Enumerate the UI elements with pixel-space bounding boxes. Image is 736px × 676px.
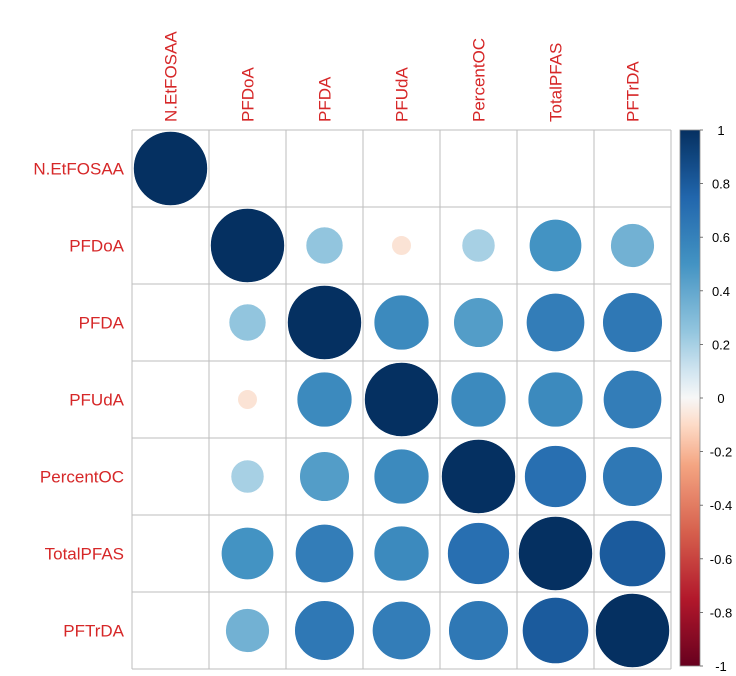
corr-circle-PFTrDA-PFUdA — [372, 601, 431, 660]
corr-circle-PFUdA-PFDA — [296, 371, 353, 428]
corr-circle-PFTrDA-PFDA — [294, 600, 355, 661]
corr-circle-PFDA-PFUdA — [373, 294, 430, 351]
legend-tick-label: 0.4 — [712, 284, 730, 299]
row-label-PFDoA: PFDoA — [69, 237, 124, 256]
corr-circle-TotalPFAS-PFDoA — [221, 527, 274, 580]
corr-circle-PFDoA-PFDoA — [210, 208, 285, 283]
corr-circle-PercentOC-PFDA — [299, 451, 350, 502]
corr-circle-PFUdA-PFUdA — [364, 362, 439, 437]
corr-circle-PFDoA-PFTrDA — [610, 223, 655, 268]
legend-tick-label: 0 — [717, 391, 724, 406]
corr-circle-PFTrDA-PFDoA — [225, 608, 270, 653]
corr-circle-TotalPFAS-PFDA — [295, 524, 354, 583]
column-labels: N.EtFOSAA PFDoA PFDA PFUdA PercentOC TotalPFA… — [162, 31, 643, 122]
column-label-PFDoA: PFDoA — [239, 67, 258, 122]
column-label-PFDA: PFDA — [316, 76, 335, 122]
corr-circle-PercentOC-PFUdA — [373, 448, 430, 505]
corr-circle-PercentOC-PFTrDA — [602, 446, 663, 507]
corr-circle-PFTrDA-TotalPFAS — [522, 597, 589, 664]
corr-circle-TotalPFAS-TotalPFAS — [518, 516, 593, 591]
corr-circle-TotalPFAS-PercentOC — [447, 522, 510, 585]
legend-color-bar — [679, 129, 701, 667]
corr-circle-PercentOC-TotalPFAS — [524, 445, 587, 508]
corr-circle-PFUdA-PFTrDA — [603, 370, 662, 429]
legend-tick-label: -0.4 — [710, 498, 732, 513]
grid-lines — [131, 129, 672, 670]
corr-circle-PFUdA-PercentOC — [450, 371, 507, 428]
corr-circle-PFUdA-TotalPFAS — [527, 371, 584, 428]
corr-circle-PFDoA-PFUdA — [391, 235, 412, 256]
corr-circle-PFDoA-PFDA — [305, 226, 344, 265]
row-label-PercentOC: PercentOC — [40, 468, 124, 487]
legend-tick-label: -1 — [715, 659, 727, 674]
color-legend: 1 0.8 0.6 0.4 0.2 0 -0.2 -0.4 -0.6 -0.8 -1 — [679, 123, 732, 674]
column-label-PFUdA: PFUdA — [393, 67, 412, 122]
column-label-PercentOC: PercentOC — [470, 38, 489, 122]
column-label-TotalPFAS: TotalPFAS — [547, 43, 566, 122]
legend-tick-label: 1 — [717, 123, 724, 138]
row-label-PFTrDA: PFTrDA — [63, 622, 124, 641]
column-label-PFTrDA: PFTrDA — [624, 61, 643, 122]
corr-circle-PFDoA-PercentOC — [461, 228, 496, 263]
corr-circle-PFDoA-TotalPFAS — [529, 219, 582, 272]
corr-circle-TotalPFAS-PFTrDA — [599, 520, 666, 587]
legend-tick-label: -0.2 — [710, 445, 732, 460]
corr-circle-PFDA-PFTrDA — [602, 292, 663, 353]
legend-tick-label: -0.6 — [710, 552, 732, 567]
column-label-N.EtFOSAA: N.EtFOSAA — [162, 31, 181, 122]
corr-circle-N.EtFOSAA-N.EtFOSAA — [133, 131, 208, 206]
legend-tick-label: 0.6 — [712, 230, 730, 245]
corr-circle-PFTrDA-PercentOC — [448, 600, 509, 661]
corr-circle-PFDA-PFDoA — [228, 303, 267, 342]
corr-circle-PFTrDA-PFTrDA — [595, 593, 670, 668]
corr-circle-PercentOC-PercentOC — [441, 439, 516, 514]
row-label-PFDA: PFDA — [79, 314, 125, 333]
legend-tick-label: 0.2 — [712, 337, 730, 352]
row-label-N.EtFOSAA: N.EtFOSAA — [33, 160, 124, 179]
corr-circle-PFUdA-PFDoA — [237, 389, 258, 410]
corr-circle-TotalPFAS-PFUdA — [373, 525, 430, 582]
legend-tick-label: 0.8 — [712, 177, 730, 192]
correlation-circles — [133, 131, 670, 668]
corr-circle-PFDA-PFDA — [287, 285, 362, 360]
corr-circle-PercentOC-PFDoA — [230, 459, 265, 494]
legend-tick-label: -0.8 — [710, 605, 732, 620]
row-label-PFUdA: PFUdA — [69, 391, 124, 410]
corr-circle-PFDA-TotalPFAS — [526, 293, 585, 352]
row-labels: N.EtFOSAA PFDoA PFDA PFUdA PercentOC TotalPFA… — [33, 160, 124, 641]
corr-circle-PFDA-PercentOC — [453, 297, 504, 348]
row-label-TotalPFAS: TotalPFAS — [45, 545, 124, 564]
